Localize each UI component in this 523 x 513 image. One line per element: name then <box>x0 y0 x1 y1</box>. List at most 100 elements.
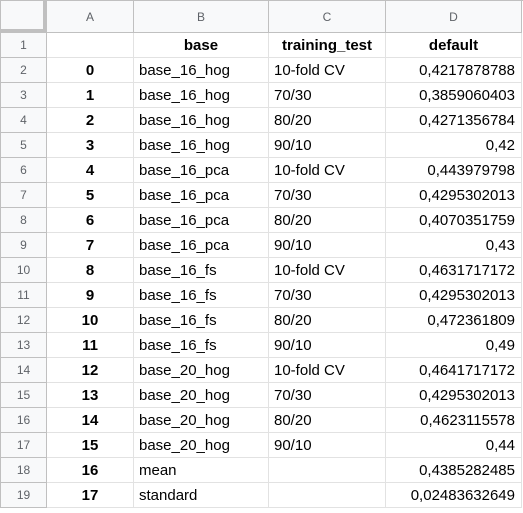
cell-index[interactable]: 9 <box>47 283 134 308</box>
cell-base[interactable]: base_16_hog <box>134 83 269 108</box>
cell-index[interactable]: 17 <box>47 483 134 508</box>
cell-index[interactable]: 12 <box>47 358 134 383</box>
cell-index[interactable]: 7 <box>47 233 134 258</box>
cell-base[interactable]: base_16_fs <box>134 283 269 308</box>
cell-base[interactable]: base_16_hog <box>134 133 269 158</box>
cell-index[interactable]: 13 <box>47 383 134 408</box>
cell-training-test[interactable]: 10-fold CV <box>269 158 386 183</box>
cell-training-test[interactable]: 10-fold CV <box>269 258 386 283</box>
cell-base[interactable]: mean <box>134 458 269 483</box>
cell-index[interactable]: 1 <box>47 83 134 108</box>
row-header[interactable]: 6 <box>1 158 47 183</box>
cell-default[interactable]: 0,4641717172 <box>386 358 522 383</box>
cell-base[interactable]: base_16_pca <box>134 183 269 208</box>
cell-base[interactable]: base_20_hog <box>134 433 269 458</box>
cell-base[interactable]: base_16_hog <box>134 108 269 133</box>
cell-default[interactable]: 0,4295302013 <box>386 183 522 208</box>
cell-training-test[interactable]: 10-fold CV <box>269 58 386 83</box>
cell[interactable]: training_test <box>269 33 386 58</box>
cell-training-test[interactable]: 90/10 <box>269 133 386 158</box>
cell-default[interactable]: 0,3859060403 <box>386 83 522 108</box>
column-header-b[interactable]: B <box>134 1 269 33</box>
row-header[interactable]: 15 <box>1 383 47 408</box>
row-header[interactable]: 13 <box>1 333 47 358</box>
cell-default[interactable]: 0,4070351759 <box>386 208 522 233</box>
row-header[interactable]: 14 <box>1 358 47 383</box>
cell-default[interactable]: 0,472361809 <box>386 308 522 333</box>
cell-base[interactable]: base_16_fs <box>134 333 269 358</box>
cell-base[interactable]: base_16_fs <box>134 258 269 283</box>
cell-training-test[interactable]: 90/10 <box>269 333 386 358</box>
cell-default[interactable]: 0,443979798 <box>386 158 522 183</box>
cell-training-test[interactable] <box>269 483 386 508</box>
cell-default[interactable]: 0,4623115578 <box>386 408 522 433</box>
row-header[interactable]: 11 <box>1 283 47 308</box>
cell-index[interactable]: 6 <box>47 208 134 233</box>
cell-default[interactable]: 0,4295302013 <box>386 383 522 408</box>
cell-base[interactable]: standard <box>134 483 269 508</box>
row-header[interactable]: 16 <box>1 408 47 433</box>
cell-default[interactable]: 0,42 <box>386 133 522 158</box>
cell-default[interactable]: 0,4385282485 <box>386 458 522 483</box>
cell[interactable]: base <box>134 33 269 58</box>
row-header[interactable]: 4 <box>1 108 47 133</box>
row-header[interactable]: 10 <box>1 258 47 283</box>
cell-default[interactable]: 0,43 <box>386 233 522 258</box>
cell-default[interactable]: 0,4295302013 <box>386 283 522 308</box>
cell-index[interactable]: 8 <box>47 258 134 283</box>
row-header[interactable]: 5 <box>1 133 47 158</box>
cell-training-test[interactable]: 80/20 <box>269 408 386 433</box>
cell-index[interactable]: 4 <box>47 158 134 183</box>
cell-index[interactable]: 15 <box>47 433 134 458</box>
cell-default[interactable]: 0,4631717172 <box>386 258 522 283</box>
cell-base[interactable]: base_16_fs <box>134 308 269 333</box>
cell-training-test[interactable]: 80/20 <box>269 208 386 233</box>
row-header[interactable]: 2 <box>1 58 47 83</box>
cell-base[interactable]: base_20_hog <box>134 358 269 383</box>
row-header[interactable]: 1 <box>1 33 47 58</box>
cell-base[interactable]: base_20_hog <box>134 383 269 408</box>
cell-default[interactable]: 0,4217878788 <box>386 58 522 83</box>
cell-training-test[interactable]: 70/30 <box>269 283 386 308</box>
cell-index[interactable]: 0 <box>47 58 134 83</box>
cell[interactable]: default <box>386 33 522 58</box>
cell-training-test[interactable]: 70/30 <box>269 183 386 208</box>
row-header[interactable]: 9 <box>1 233 47 258</box>
cell-index[interactable]: 10 <box>47 308 134 333</box>
cell-default[interactable]: 0,02483632649 <box>386 483 522 508</box>
cell-base[interactable]: base_16_hog <box>134 58 269 83</box>
cell-index[interactable]: 16 <box>47 458 134 483</box>
column-header-a[interactable]: A <box>47 1 134 33</box>
cell-base[interactable]: base_16_pca <box>134 158 269 183</box>
row-header[interactable]: 17 <box>1 433 47 458</box>
cell-index[interactable]: 2 <box>47 108 134 133</box>
cell-training-test[interactable]: 70/30 <box>269 383 386 408</box>
cell-index[interactable]: 3 <box>47 133 134 158</box>
cell-default[interactable]: 0,49 <box>386 333 522 358</box>
cell-training-test[interactable]: 70/30 <box>269 83 386 108</box>
cell-base[interactable]: base_16_pca <box>134 233 269 258</box>
cell-index[interactable]: 14 <box>47 408 134 433</box>
cell-index[interactable]: 5 <box>47 183 134 208</box>
cell-training-test[interactable]: 10-fold CV <box>269 358 386 383</box>
select-all-corner[interactable] <box>1 1 47 33</box>
column-header-c[interactable]: C <box>269 1 386 33</box>
row-header[interactable]: 12 <box>1 308 47 333</box>
cell[interactable] <box>47 33 134 58</box>
row-header[interactable]: 19 <box>1 483 47 508</box>
cell-default[interactable]: 0,44 <box>386 433 522 458</box>
cell-training-test[interactable]: 80/20 <box>269 108 386 133</box>
cell-index[interactable]: 11 <box>47 333 134 358</box>
row-header[interactable]: 18 <box>1 458 47 483</box>
cell-base[interactable]: base_20_hog <box>134 408 269 433</box>
cell-default[interactable]: 0,4271356784 <box>386 108 522 133</box>
row-header[interactable]: 3 <box>1 83 47 108</box>
cell-base[interactable]: base_16_pca <box>134 208 269 233</box>
row-header[interactable]: 8 <box>1 208 47 233</box>
cell-training-test[interactable] <box>269 458 386 483</box>
row-header[interactable]: 7 <box>1 183 47 208</box>
cell-training-test[interactable]: 90/10 <box>269 433 386 458</box>
cell-training-test[interactable]: 90/10 <box>269 233 386 258</box>
cell-training-test[interactable]: 80/20 <box>269 308 386 333</box>
column-header-d[interactable]: D <box>386 1 522 33</box>
